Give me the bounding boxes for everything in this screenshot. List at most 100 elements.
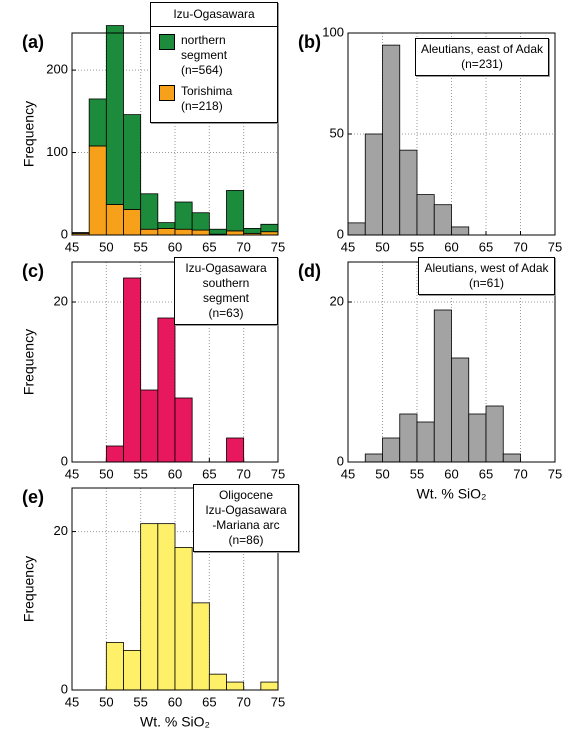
histogram-bar: [433, 309, 452, 463]
histogram-bar: [451, 226, 470, 236]
y-axis-label: Frequency: [21, 556, 37, 622]
x-axis-label: Wt. % SiO₂: [140, 714, 210, 730]
histogram-bar: [226, 437, 245, 463]
y-tick-label: 0: [61, 453, 68, 468]
histogram-bar: [347, 222, 366, 236]
histogram-bar: [123, 649, 142, 691]
legend-label: Torishima (n=218): [181, 84, 233, 113]
annotation-line: (n=63): [208, 306, 244, 320]
x-tick-label: 45: [65, 694, 79, 709]
panel-label: (c): [22, 261, 44, 281]
y-tick-label: 0: [337, 453, 344, 468]
histogram-bar: [140, 193, 159, 230]
y-axis-label: Frequency: [21, 101, 37, 167]
x-tick-label: 70: [236, 239, 250, 254]
histogram-bar: [382, 44, 401, 236]
histogram-bar: [157, 228, 176, 236]
y-tick-label: 20: [330, 293, 344, 308]
legend-swatch: [159, 85, 175, 101]
histogram-bar: [364, 133, 383, 236]
histogram-bar: [416, 194, 435, 236]
x-tick-label: 50: [99, 239, 113, 254]
panel-label: (e): [22, 487, 44, 507]
annotation-line: Oligocene: [218, 488, 274, 502]
y-tick-label: 100: [46, 144, 68, 159]
histogram-bar: [140, 228, 159, 236]
x-tick-label: 70: [513, 466, 527, 481]
x-tick-label: 60: [444, 466, 458, 481]
y-tick-label: 0: [61, 226, 68, 241]
histogram-bar: [174, 547, 193, 691]
annotation-line: Aleutians, west of Adak: [424, 261, 549, 275]
annotation-line: -Mariana arc: [212, 518, 280, 532]
x-tick-label: 60: [168, 694, 182, 709]
x-tick-label: 70: [513, 239, 527, 254]
histogram-bar: [157, 523, 176, 691]
histogram-bar: [191, 229, 210, 236]
x-tick-label: 55: [133, 239, 147, 254]
y-tick-label: 0: [61, 681, 68, 696]
legend: Izu-Ogasawara northern segment (n=564) Tor…: [150, 2, 278, 123]
x-tick-label: 50: [375, 239, 389, 254]
histogram-bar: [399, 149, 418, 236]
x-tick-label: 75: [271, 466, 285, 481]
annotation-line: (n=231): [461, 57, 503, 71]
histogram-bar: [382, 437, 401, 463]
histogram-bar: [226, 190, 245, 232]
y-tick-label: 50: [330, 125, 344, 140]
annotation-line: southern segment: [202, 276, 250, 305]
annotation-box: Izu-Ogasawara southern segment (n=63): [174, 257, 278, 325]
x-tick-label: 75: [548, 239, 562, 254]
y-tick-label: 0: [337, 226, 344, 241]
annotation-box: Aleutians, west of Adak (n=61): [418, 257, 555, 295]
plot-frame: [347, 32, 556, 236]
x-tick-label: 45: [341, 466, 355, 481]
x-tick-label: 55: [133, 466, 147, 481]
histogram-bar: [157, 222, 176, 229]
annotation-line: Aleutians, east of Adak: [420, 42, 544, 56]
histogram-bar: [157, 317, 176, 463]
x-tick-label: 45: [341, 239, 355, 254]
histogram-bar: [208, 673, 227, 691]
x-tick-label: 50: [99, 694, 113, 709]
histogram-bar: [105, 204, 124, 236]
x-tick-label: 70: [236, 466, 250, 481]
y-tick-label: 200: [46, 62, 68, 77]
legend-title: Izu-Ogasawara: [151, 7, 277, 27]
y-axis-label: Frequency: [21, 329, 37, 395]
x-tick-label: 45: [65, 466, 79, 481]
x-tick-label: 70: [236, 694, 250, 709]
histogram-bar: [502, 453, 521, 463]
histogram-bar: [140, 389, 159, 463]
x-tick-label: 55: [410, 239, 424, 254]
histogram-bar: [260, 681, 279, 691]
x-tick-label: 45: [65, 239, 79, 254]
y-tick-label: 100: [322, 24, 344, 39]
x-tick-label: 65: [202, 239, 216, 254]
histogram-bar: [105, 25, 124, 205]
x-tick-label: 75: [548, 466, 562, 481]
histogram-bar: [260, 223, 279, 233]
histogram-bar: [123, 277, 142, 463]
panel-label: (a): [22, 32, 44, 52]
histogram-bar: [208, 228, 227, 235]
histogram-bar: [174, 228, 193, 236]
legend-item: Torishima (n=218): [159, 84, 271, 114]
annotation-line: (n=61): [468, 276, 505, 290]
x-axis-label: Wt. % SiO₂: [417, 486, 487, 502]
histogram-bar: [105, 445, 124, 463]
histogram-bar: [174, 201, 193, 230]
annotation-line: (n=86): [228, 533, 264, 547]
histogram-bar: [468, 413, 487, 463]
histogram-bar: [71, 232, 90, 234]
histogram-bar: [123, 209, 142, 236]
x-tick-label: 60: [444, 239, 458, 254]
x-tick-label: 55: [410, 466, 424, 481]
annotation-line: Izu-Ogasawara: [185, 261, 267, 275]
legend-label: northern segment (n=564): [181, 33, 228, 77]
x-tick-label: 65: [202, 466, 216, 481]
legend-swatch: [159, 34, 175, 50]
annotation-box: Aleutians, east of Adak (n=231): [415, 38, 549, 76]
